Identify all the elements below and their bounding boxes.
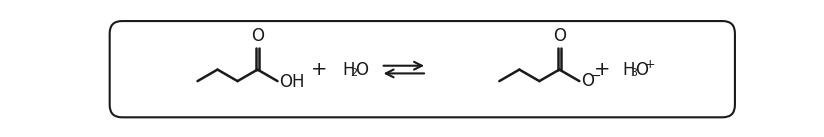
Text: H: H (342, 61, 354, 79)
Text: O: O (251, 27, 264, 45)
Text: O: O (581, 72, 594, 90)
FancyBboxPatch shape (110, 21, 735, 117)
Text: O: O (355, 61, 368, 79)
Text: +: + (645, 58, 655, 72)
Text: +: + (593, 60, 610, 79)
Text: OH: OH (279, 73, 305, 91)
Text: 3: 3 (630, 68, 637, 78)
Text: O: O (635, 61, 648, 79)
Text: H: H (622, 61, 635, 79)
Text: +: + (311, 60, 327, 79)
Text: O: O (553, 27, 566, 45)
Text: 2: 2 (350, 68, 357, 78)
Text: −: − (591, 70, 602, 83)
